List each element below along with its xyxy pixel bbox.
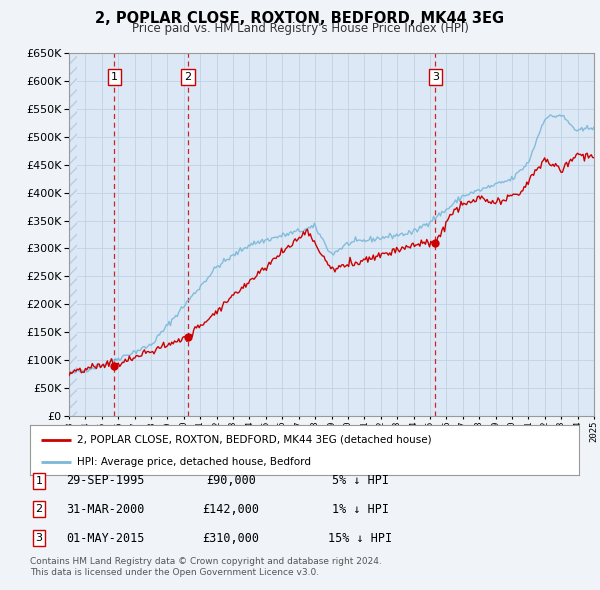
Text: 31-MAR-2000: 31-MAR-2000 (66, 503, 144, 516)
Text: HPI: Average price, detached house, Bedford: HPI: Average price, detached house, Bedf… (77, 457, 311, 467)
Text: 2: 2 (35, 504, 43, 514)
Text: £310,000: £310,000 (203, 532, 260, 545)
Text: 1: 1 (110, 72, 118, 81)
Text: £90,000: £90,000 (206, 474, 256, 487)
Text: 29-SEP-1995: 29-SEP-1995 (66, 474, 144, 487)
Text: 5% ↓ HPI: 5% ↓ HPI (331, 474, 389, 487)
Text: 3: 3 (35, 533, 43, 543)
Text: 2: 2 (184, 72, 191, 81)
Text: 1: 1 (35, 476, 43, 486)
Text: Contains HM Land Registry data © Crown copyright and database right 2024.: Contains HM Land Registry data © Crown c… (30, 558, 382, 566)
Text: Price paid vs. HM Land Registry's House Price Index (HPI): Price paid vs. HM Land Registry's House … (131, 22, 469, 35)
Text: 3: 3 (432, 72, 439, 81)
Bar (69, 53, 77, 416)
Text: 2, POPLAR CLOSE, ROXTON, BEDFORD, MK44 3EG (detached house): 2, POPLAR CLOSE, ROXTON, BEDFORD, MK44 3… (77, 435, 431, 445)
Text: This data is licensed under the Open Government Licence v3.0.: This data is licensed under the Open Gov… (30, 568, 319, 577)
Text: 15% ↓ HPI: 15% ↓ HPI (328, 532, 392, 545)
Text: £142,000: £142,000 (203, 503, 260, 516)
Text: 2, POPLAR CLOSE, ROXTON, BEDFORD, MK44 3EG: 2, POPLAR CLOSE, ROXTON, BEDFORD, MK44 3… (95, 11, 505, 25)
Text: 1% ↓ HPI: 1% ↓ HPI (331, 503, 389, 516)
Text: 01-MAY-2015: 01-MAY-2015 (66, 532, 144, 545)
